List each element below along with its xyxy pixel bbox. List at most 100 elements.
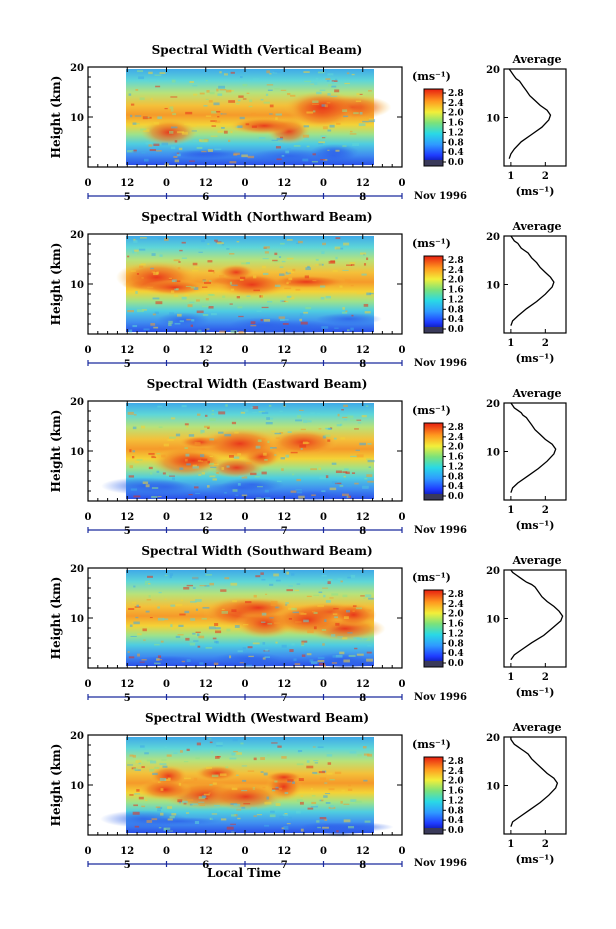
day-tick-label: 7 bbox=[281, 693, 288, 704]
heatmap-texture bbox=[347, 826, 355, 829]
heatmap-texture bbox=[177, 267, 181, 270]
heatmap-texture bbox=[249, 99, 253, 103]
heatmap-texture bbox=[237, 306, 243, 309]
heatmap-texture bbox=[317, 71, 325, 74]
heatmap-texture bbox=[343, 659, 350, 663]
heatmap-texture bbox=[320, 159, 326, 161]
heatmap-texture bbox=[364, 478, 368, 480]
heatmap-texture bbox=[253, 594, 257, 598]
heatmap-texture bbox=[335, 622, 340, 626]
heatmap-texture bbox=[302, 158, 309, 162]
heatmap-texture bbox=[126, 150, 134, 153]
heatmap-texture bbox=[143, 747, 146, 750]
heatmap-texture bbox=[278, 256, 282, 258]
heatmap-texture bbox=[344, 279, 351, 282]
heatmap-texture bbox=[366, 651, 372, 654]
heatmap-texture bbox=[137, 309, 144, 313]
heatmap-texture bbox=[167, 439, 174, 441]
colorbar-tick-label: 0.4 bbox=[448, 649, 464, 659]
heatmap-texture bbox=[127, 255, 130, 258]
heatmap-texture bbox=[299, 612, 304, 615]
heatmap-texture bbox=[226, 628, 231, 632]
heatmap-texture bbox=[204, 585, 210, 587]
heatmap-texture bbox=[340, 800, 343, 804]
heatmap-texture bbox=[301, 654, 306, 657]
heatmap-texture bbox=[305, 267, 311, 271]
heatmap-texture bbox=[239, 75, 243, 79]
heatmap-texture bbox=[184, 123, 192, 125]
colorbar-tick-label: 2.8 bbox=[448, 423, 464, 433]
heatmap-texture bbox=[240, 411, 246, 414]
heatmap-texture bbox=[288, 617, 293, 620]
heatmap-texture bbox=[361, 415, 367, 418]
heatmap-texture bbox=[171, 628, 175, 630]
heatmap-texture bbox=[238, 475, 245, 477]
heatmap-texture bbox=[241, 806, 246, 809]
heatmap-texture bbox=[221, 243, 225, 246]
heatmap-texture bbox=[311, 494, 316, 496]
heatmap-texture bbox=[154, 454, 157, 457]
heatmap-texture bbox=[236, 102, 240, 105]
heatmap-texture bbox=[281, 644, 287, 648]
heatmap-texture bbox=[247, 155, 255, 159]
heatmap-texture bbox=[130, 103, 135, 106]
heatmap-texture bbox=[157, 405, 163, 408]
heatmap-texture bbox=[363, 303, 369, 307]
heatmap-texture bbox=[190, 124, 197, 127]
heatmap-texture bbox=[312, 153, 316, 156]
heatmap-texture bbox=[301, 644, 305, 647]
colorbar-unit: (ms⁻¹) bbox=[412, 70, 451, 83]
heatmap-texture bbox=[319, 476, 326, 480]
heatmap-texture bbox=[148, 452, 155, 455]
y-tick-label: 10 bbox=[70, 781, 84, 792]
heatmap-texture bbox=[264, 497, 271, 500]
heatmap-texture bbox=[212, 271, 216, 274]
heatmap-texture bbox=[178, 147, 183, 151]
heatmap-texture bbox=[198, 329, 202, 331]
heatmap-texture bbox=[286, 280, 291, 283]
heatmap-texture bbox=[303, 311, 309, 314]
heatmap-texture bbox=[181, 257, 187, 259]
heatmap-texture bbox=[214, 239, 218, 242]
heatmap-texture bbox=[217, 242, 224, 245]
heatmap-texture bbox=[185, 285, 192, 287]
heatmap-texture bbox=[356, 93, 360, 96]
heatmap-texture bbox=[286, 257, 294, 260]
heatmap-texture bbox=[135, 616, 139, 619]
heatmap-texture bbox=[169, 312, 175, 316]
profile-frame bbox=[503, 736, 567, 835]
x-axis-label: Local Time bbox=[207, 866, 281, 880]
heatmap-texture bbox=[205, 115, 212, 117]
colorbar-frame bbox=[423, 255, 444, 334]
heatmap-texture bbox=[259, 438, 266, 440]
heatmap-texture bbox=[233, 803, 241, 807]
heatmap-texture bbox=[233, 152, 240, 156]
heatmap-texture bbox=[189, 160, 195, 162]
heatmap-texture bbox=[229, 655, 232, 659]
heatmap-texture bbox=[349, 133, 357, 135]
heatmap-texture bbox=[246, 262, 250, 265]
x-tick-label: 12 bbox=[120, 679, 134, 690]
heatmap-texture bbox=[360, 252, 367, 255]
heatmap-texture bbox=[278, 787, 283, 790]
heatmap-texture bbox=[287, 270, 295, 274]
heatmap-texture bbox=[334, 89, 340, 93]
heatmap-texture bbox=[250, 324, 257, 327]
heatmap-texture bbox=[210, 135, 218, 137]
heatmap-texture bbox=[150, 98, 153, 101]
heatmap-texture bbox=[204, 425, 210, 428]
heatmap-texture bbox=[169, 130, 174, 134]
heatmap-texture bbox=[208, 306, 214, 309]
heatmap-texture bbox=[262, 272, 269, 276]
heatmap-texture bbox=[128, 93, 132, 96]
heatmap-texture bbox=[352, 605, 357, 607]
heatmap-texture bbox=[187, 304, 193, 308]
heatmap-texture bbox=[198, 247, 206, 249]
heatmap-texture bbox=[322, 242, 326, 246]
heatmap-texture bbox=[270, 810, 275, 813]
profile-y-tick-label: 20 bbox=[486, 232, 500, 243]
profile-y-tick-label: 10 bbox=[486, 114, 500, 125]
heatmap-texture bbox=[239, 662, 244, 664]
heatmap-texture bbox=[205, 80, 208, 82]
heatmap-texture bbox=[286, 295, 292, 298]
